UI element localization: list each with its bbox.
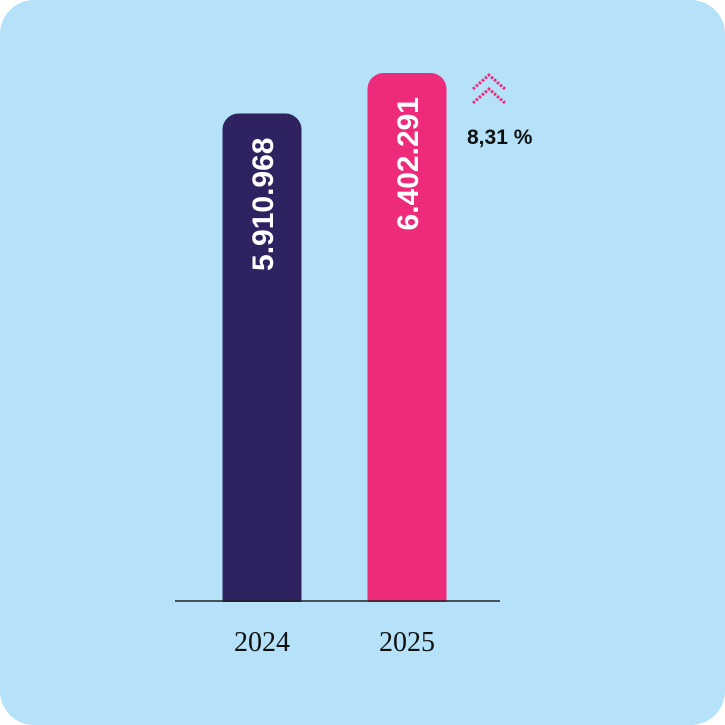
double-chevron-up-icon <box>472 73 506 105</box>
change-percent-label: 8,31 % <box>467 126 533 149</box>
bar-base-mask-2024 <box>221 602 303 618</box>
bar-body-2024 <box>222 143 302 601</box>
bar-body-2025 <box>367 103 447 601</box>
bar-value-label-2024: 5.910.968 <box>247 138 280 271</box>
bar-value-label-2025: 6.402.291 <box>392 97 425 230</box>
category-label-2025: 2025 <box>379 627 435 658</box>
category-label-2024: 2024 <box>234 627 290 658</box>
bar-base-mask-2025 <box>366 602 448 618</box>
